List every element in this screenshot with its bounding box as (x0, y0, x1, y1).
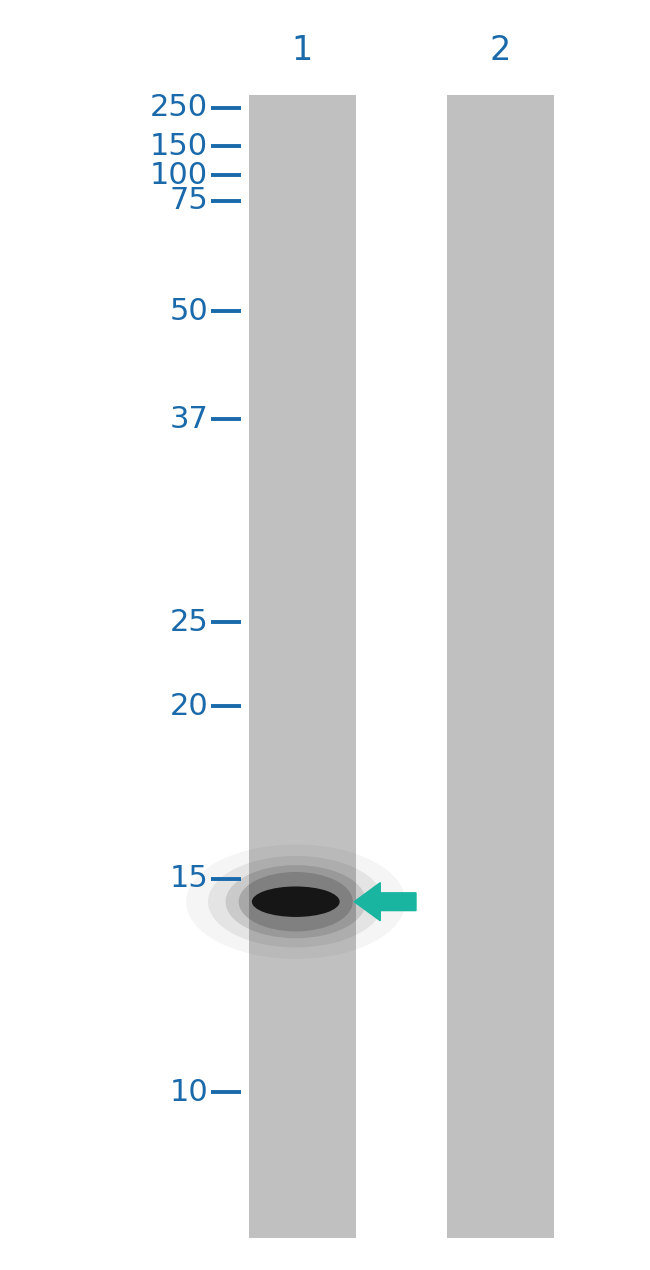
FancyArrow shape (354, 883, 416, 921)
Text: 37: 37 (169, 405, 208, 433)
Text: 75: 75 (169, 187, 208, 215)
Ellipse shape (226, 865, 366, 939)
Ellipse shape (239, 872, 353, 931)
Ellipse shape (252, 886, 339, 917)
Ellipse shape (208, 856, 384, 947)
Text: 1: 1 (292, 34, 313, 67)
Text: 2: 2 (490, 34, 511, 67)
Text: 250: 250 (150, 94, 208, 122)
Text: 15: 15 (169, 865, 208, 893)
Bar (447, 95, 554, 1238)
Text: 25: 25 (169, 608, 208, 636)
Text: 100: 100 (150, 161, 208, 189)
Text: 50: 50 (169, 297, 208, 325)
Bar (248, 95, 356, 1238)
Text: 10: 10 (169, 1078, 208, 1106)
Text: 20: 20 (169, 692, 208, 720)
Text: 150: 150 (150, 132, 208, 160)
